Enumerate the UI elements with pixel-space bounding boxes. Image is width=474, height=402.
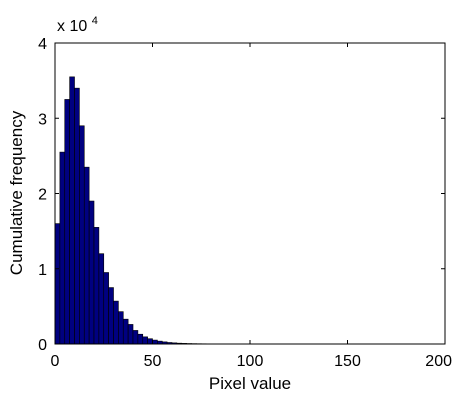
x-axis-label: Pixel value: [209, 374, 291, 393]
y-tick-label: 4: [38, 36, 47, 53]
histogram-bar: [64, 99, 70, 345]
y-tick-label: 2: [38, 187, 47, 204]
histogram-bar: [59, 151, 66, 345]
plot-area: [55, 43, 445, 344]
histogram-bar: [142, 336, 148, 345]
histogram-bar: [83, 166, 90, 345]
y-tick-label: 0: [38, 337, 47, 354]
x-tick-label: 150: [334, 353, 361, 370]
x-tick-label: 100: [237, 353, 264, 370]
histogram-bar: [98, 253, 105, 345]
histogram-bar: [79, 125, 85, 345]
histogram-bar: [127, 324, 134, 345]
histogram-bar: [122, 318, 129, 345]
histogram-bar: [93, 227, 100, 345]
x-tick-label: 0: [51, 353, 60, 370]
x-axis-ticks: 0 50 100 150 200: [51, 43, 452, 370]
histogram-bar: [74, 87, 80, 345]
y-axis-multiplier-exponent: 4: [92, 15, 98, 27]
y-axis-multiplier: x 10 4: [57, 15, 98, 35]
histogram-bar: [88, 200, 95, 345]
histogram-bar: [69, 76, 75, 345]
y-axis-label: Cumulative frequency: [7, 110, 26, 275]
histogram-bar: [137, 333, 144, 345]
y-tick-label: 3: [38, 111, 47, 128]
y-tick-label: 1: [38, 262, 47, 279]
x-tick-label: 200: [425, 353, 452, 370]
x-tick-label: 50: [144, 353, 162, 370]
histogram-bar: [113, 300, 119, 345]
y-axis-multiplier-base: x 10: [57, 18, 87, 35]
histogram-bar: [118, 311, 124, 345]
histogram-bar: [103, 272, 109, 345]
histogram-bar: [147, 338, 153, 345]
histogram-bar: [152, 339, 158, 345]
histogram-bar: [54, 223, 61, 345]
y-axis-ticks: 0 1 2 3 4: [38, 36, 445, 354]
histogram-bar: [108, 287, 114, 345]
histogram-bar: [132, 330, 139, 345]
